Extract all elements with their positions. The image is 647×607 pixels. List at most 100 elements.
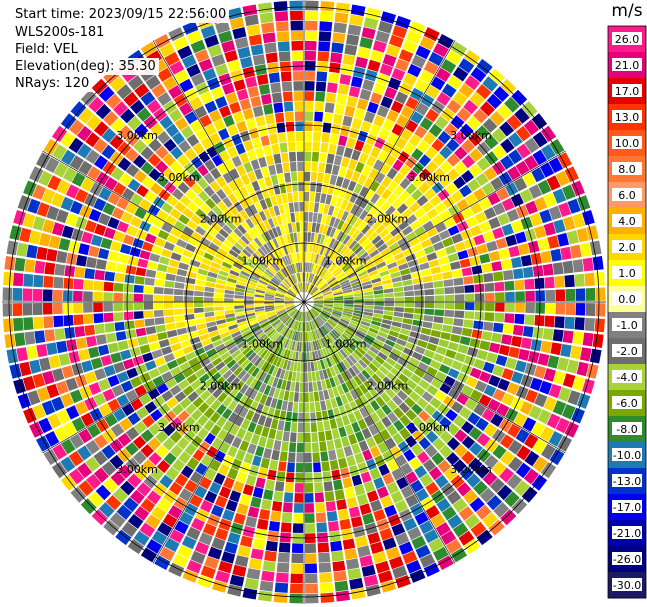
range-gate	[327, 184, 335, 195]
range-gate	[374, 302, 384, 306]
range-gate	[351, 229, 361, 240]
range-gate	[481, 263, 493, 273]
range-gate	[404, 302, 415, 308]
range-gate	[409, 201, 421, 213]
range-gate	[203, 362, 215, 373]
range-gate	[24, 331, 36, 345]
range-gate	[312, 141, 321, 152]
range-gate	[244, 577, 259, 590]
range-gate	[478, 197, 492, 210]
range-gate	[141, 459, 156, 473]
range-gate	[433, 280, 444, 288]
range-gate	[323, 296, 334, 299]
range-gate	[104, 413, 118, 427]
range-gate	[264, 42, 277, 54]
range-gate	[404, 396, 416, 408]
range-gate	[327, 345, 334, 356]
range-gate	[94, 323, 105, 335]
range-gate	[69, 155, 84, 171]
range-gate	[567, 198, 581, 214]
range-gate	[199, 262, 210, 271]
range-gate	[431, 215, 443, 226]
range-gate	[271, 92, 283, 103]
range-gate	[426, 366, 438, 377]
range-gate	[395, 454, 408, 467]
range-gate	[261, 322, 271, 329]
range-gate	[244, 195, 254, 206]
range-gate	[405, 409, 417, 421]
range-gate	[207, 271, 218, 279]
range-gate	[107, 250, 120, 262]
range-gate	[281, 152, 289, 163]
range-gate	[235, 284, 246, 290]
range-gate	[319, 349, 326, 359]
range-gate	[255, 115, 266, 127]
range-gate	[266, 241, 274, 252]
range-gate	[511, 256, 522, 269]
range-gate	[109, 76, 126, 92]
range-gate	[515, 291, 525, 302]
range-gate	[403, 285, 414, 292]
range-gate	[411, 189, 423, 201]
range-gate	[219, 105, 232, 118]
range-gate	[313, 275, 319, 285]
range-gate	[412, 416, 425, 429]
range-gate	[288, 151, 297, 162]
range-gate	[441, 506, 457, 521]
range-gate	[284, 279, 292, 287]
range-gate	[130, 99, 145, 115]
range-gate	[495, 302, 505, 312]
range-gate	[257, 178, 267, 190]
range-gate	[300, 311, 303, 322]
range-gate	[313, 296, 323, 300]
range-gate	[109, 454, 124, 470]
range-gate	[261, 22, 275, 34]
range-gate	[127, 473, 142, 488]
range-gate	[173, 308, 184, 316]
range-gate	[419, 168, 432, 181]
range-gate	[184, 479, 198, 493]
range-gate	[184, 148, 197, 161]
range-gate	[374, 208, 385, 220]
range-gate	[458, 506, 474, 521]
range-gate	[348, 433, 358, 445]
range-gate	[342, 477, 353, 489]
range-gate	[341, 382, 350, 394]
range-gate	[304, 212, 309, 222]
range-gate	[118, 464, 133, 479]
range-gate	[381, 319, 392, 325]
range-gate	[514, 480, 530, 497]
range-gate	[102, 202, 116, 216]
range-gate	[152, 196, 166, 209]
range-gate	[358, 343, 369, 353]
range-gate	[418, 410, 431, 423]
range-gate	[161, 248, 173, 258]
range-gate	[124, 274, 135, 284]
range-gate	[268, 364, 276, 375]
range-gate	[196, 273, 207, 281]
range-gate	[341, 414, 351, 426]
range-gate	[245, 183, 255, 195]
range-gate	[224, 309, 235, 315]
range-gate	[174, 282, 185, 289]
range-gate	[344, 424, 354, 436]
range-gate	[390, 226, 401, 237]
range-gate	[311, 161, 319, 172]
range-gate	[12, 287, 23, 301]
range-gate	[237, 238, 247, 248]
range-gate	[290, 320, 296, 329]
range-gate	[361, 224, 371, 235]
range-gate	[419, 333, 430, 342]
range-gate	[456, 107, 472, 122]
range-gate	[392, 432, 404, 445]
range-gate	[325, 357, 333, 368]
range-gate	[339, 361, 348, 372]
range-gate	[375, 420, 386, 432]
range-gate	[226, 373, 237, 384]
range-gate	[144, 401, 157, 414]
range-gate	[248, 320, 258, 327]
range-gate	[585, 303, 596, 317]
range-gate	[382, 54, 397, 67]
range-gate	[88, 245, 100, 258]
range-gate	[450, 334, 461, 343]
